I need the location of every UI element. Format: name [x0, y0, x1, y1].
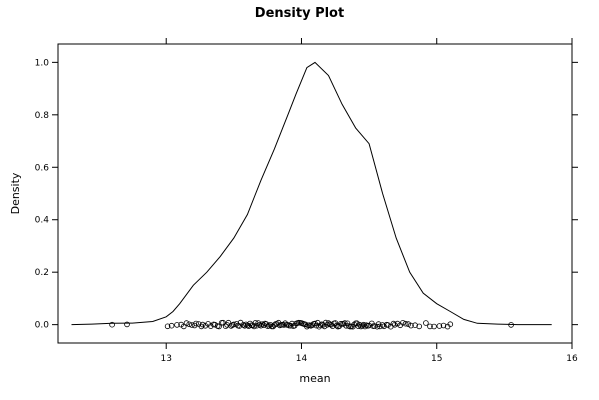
rug-point: [324, 321, 331, 328]
rug-point: [251, 323, 257, 330]
rug-points: [109, 319, 514, 330]
rug-point: [508, 322, 514, 328]
chart-title: Density Plot: [255, 6, 344, 21]
rug-point: [408, 322, 414, 329]
rug-point: [436, 323, 443, 329]
rug-point: [259, 321, 266, 328]
rug-point: [109, 321, 115, 328]
x-axis-title: mean: [299, 372, 330, 385]
rug-point: [168, 322, 175, 329]
rug-point: [390, 320, 397, 327]
rug-point: [423, 320, 429, 326]
rug-point: [313, 322, 320, 329]
y-tick-label: 0.6: [35, 163, 50, 173]
y-tick-label: 0.8: [35, 111, 50, 121]
rug-point: [225, 319, 232, 326]
rug-point: [412, 322, 418, 329]
rug-point: [381, 323, 387, 330]
rug-point: [431, 323, 437, 330]
rug-point: [193, 320, 199, 327]
x-tick-label: 15: [431, 354, 442, 364]
rug-point: [416, 323, 423, 330]
rug-point: [253, 322, 260, 329]
density-curve: [71, 61, 552, 326]
rug-point: [240, 322, 247, 328]
rug-point: [281, 322, 287, 328]
rug-point: [274, 321, 280, 327]
rug-point: [164, 323, 171, 330]
rug-point: [362, 323, 368, 330]
rug-point: [440, 322, 447, 329]
rug-point: [181, 323, 187, 330]
rug-point: [379, 322, 386, 328]
rug-point: [341, 320, 348, 326]
plot-frame: [57, 43, 573, 344]
x-tick-label: 16: [566, 354, 578, 364]
rug-point: [356, 321, 363, 328]
rug-point: [174, 322, 180, 328]
rug-point: [231, 321, 237, 328]
y-tick-label: 1.0: [35, 58, 50, 68]
rug-point: [228, 323, 234, 329]
rug-point: [241, 322, 248, 329]
x-tick-label: 14: [296, 354, 308, 364]
rug-point: [271, 322, 278, 328]
rug-point: [199, 321, 206, 328]
y-axis-title: Density: [9, 172, 22, 214]
rug-point: [354, 320, 360, 327]
rug-point: [359, 322, 366, 329]
x-tick-label: 13: [160, 354, 171, 364]
rug-point: [222, 323, 229, 330]
rug-point: [309, 322, 316, 328]
rug-point: [377, 323, 383, 330]
rug-point: [317, 322, 324, 329]
axis-ticks: 13 14 15 16 0.0 0.2 0.4 0.6 0.8 1.0: [35, 38, 578, 364]
rug-point: [402, 320, 409, 327]
rug-point: [216, 323, 222, 330]
rug-point: [266, 322, 272, 329]
rug-point: [124, 321, 130, 328]
rug-point: [256, 321, 263, 328]
rug-point: [186, 321, 193, 328]
y-tick-label: 0.2: [35, 268, 49, 278]
y-tick-label: 0.0: [35, 321, 50, 331]
rug-point: [427, 323, 433, 330]
rug-point: [260, 322, 267, 328]
rug-point: [304, 323, 310, 330]
rug-point: [344, 320, 351, 327]
rug-point: [405, 321, 412, 327]
rug-point: [355, 323, 362, 329]
rug-point: [236, 323, 243, 329]
rug-point: [391, 321, 398, 328]
rug-point: [321, 323, 328, 330]
rug-point: [400, 319, 406, 326]
rug-point: [447, 321, 454, 328]
y-tick-label: 0.4: [35, 216, 50, 226]
rug-point: [329, 323, 336, 330]
rug-point: [332, 320, 339, 326]
rug-point: [183, 320, 190, 326]
